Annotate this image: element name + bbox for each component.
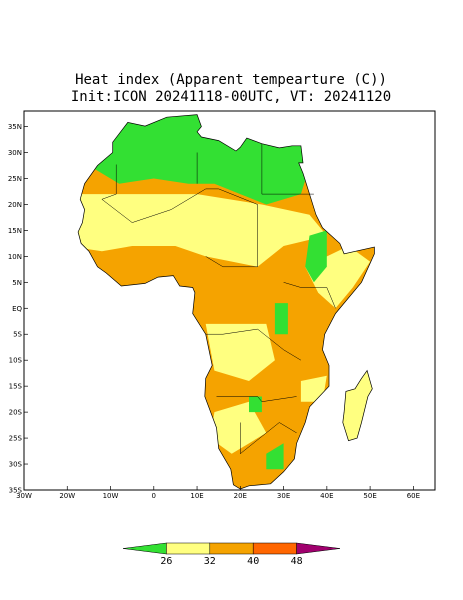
border <box>205 204 258 268</box>
colorbar: 26 32 40 48 <box>122 542 341 567</box>
colorbar-label: 26 <box>160 556 172 567</box>
y-tick-label: 35S <box>9 487 23 495</box>
x-tick-label: 50E <box>363 492 376 500</box>
y-tick-label: 10S <box>9 357 23 365</box>
border <box>283 282 336 309</box>
y-tick-label: 25S <box>9 435 23 443</box>
y-tick-label: 20S <box>9 409 23 417</box>
border <box>240 422 297 455</box>
border <box>261 143 314 195</box>
colorbar-segment <box>122 542 167 555</box>
border <box>216 396 297 402</box>
colorbar-label: 40 <box>247 556 259 567</box>
x-tick-label: 20E <box>234 492 247 500</box>
border <box>132 188 258 223</box>
map-frame <box>23 110 436 491</box>
colorbar-segment <box>296 542 341 555</box>
y-tick-label: 15S <box>9 383 23 391</box>
x-tick-label: 10W <box>103 492 119 500</box>
y-tick-label: 35N <box>8 123 22 131</box>
zone-cool <box>249 396 262 413</box>
colorbar-segment <box>166 542 211 555</box>
colorbar-segment <box>209 542 254 555</box>
x-tick-label: 30E <box>277 492 290 500</box>
colorbar-label: 48 <box>291 556 303 567</box>
zone-mild <box>205 323 275 381</box>
y-tick-label: 30N <box>8 149 22 157</box>
y-tick-label: 10N <box>8 253 22 261</box>
y-tick-label: 5N <box>12 279 22 287</box>
zone-cool <box>305 230 327 283</box>
y-tick-label: 30S <box>9 461 23 469</box>
y-tick-label: 15N <box>8 227 22 235</box>
zone-cool <box>274 303 288 335</box>
map: 30W 20W 10W 0 10E 20E 30E 40E 50E 60E 35N 30N 25N 20N… <box>8 110 436 500</box>
x-tick-label: 0 <box>152 492 156 500</box>
colorbar-segment <box>252 542 297 555</box>
y-tick-label: 20N <box>8 201 22 209</box>
y-tick-label: 5S <box>13 331 22 339</box>
y-tick-label: 25N <box>8 175 22 183</box>
zone-mild <box>78 194 327 267</box>
y-tick-label: EQ <box>12 305 22 313</box>
subtitle: Init:ICON 20241118-00UTC, VT: 20241120 <box>71 89 391 105</box>
title: Heat index (Apparent tempearture (C)) <box>75 72 387 88</box>
x-tick-label: 60E <box>407 492 420 500</box>
border <box>101 164 133 223</box>
x-tick-label: 40E <box>320 492 333 500</box>
zone-mild <box>210 401 267 454</box>
zone-cool <box>266 443 284 470</box>
x-tick-label: 10E <box>190 492 203 500</box>
x-tick-label: 30W <box>16 492 32 500</box>
border <box>205 328 302 361</box>
colorbar-label: 32 <box>204 556 216 567</box>
coastline <box>342 369 373 442</box>
x-tick-label: 20W <box>59 492 75 500</box>
coastline <box>77 114 375 490</box>
